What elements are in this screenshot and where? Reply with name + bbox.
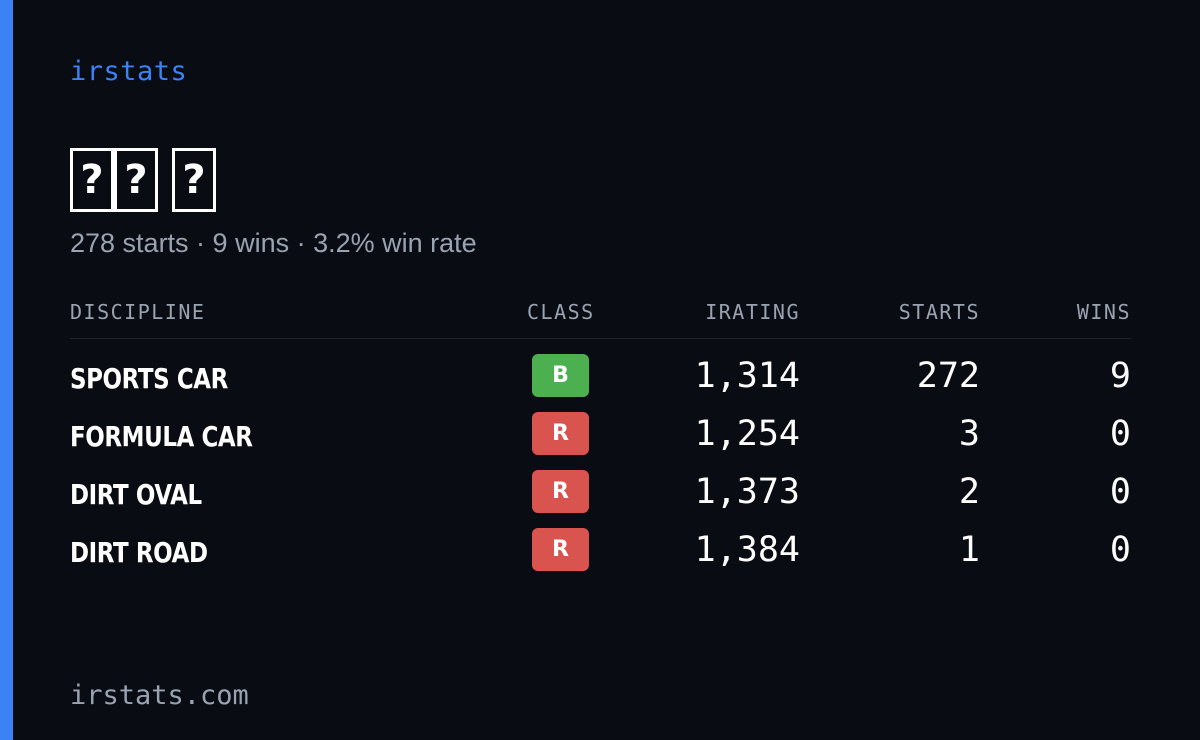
class-badge: R: [532, 470, 589, 513]
table-row: SPORTS CAR B 1,314 272 9: [70, 352, 1131, 410]
missing-glyph: ?: [70, 148, 114, 212]
irating-value: 1,373: [694, 472, 800, 512]
class-badge: B: [532, 354, 589, 397]
discipline-table: SPORTS CAR B 1,314 272 9 FORMULA CAR R 1…: [70, 352, 1131, 584]
starts-value: 272: [916, 356, 980, 396]
header-class: CLASS: [527, 300, 595, 324]
starts-value: 1: [958, 530, 980, 570]
missing-glyph: ?: [172, 148, 216, 212]
accent-bar: [0, 0, 13, 740]
table-row: DIRT OVAL R 1,373 2 0: [70, 468, 1131, 526]
site-link[interactable]: irstats.com: [70, 680, 249, 711]
discipline-name: DIRT OVAL: [70, 478, 202, 511]
driver-name-part: ?: [172, 148, 216, 212]
wins-value: 0: [1109, 530, 1131, 570]
header-irating: IRATING: [705, 300, 800, 324]
discipline-name: FORMULA CAR: [70, 420, 253, 453]
driver-name-part: ? ?: [70, 148, 158, 212]
missing-glyph: ?: [114, 148, 158, 212]
irating-value: 1,314: [694, 356, 800, 396]
header-discipline: DISCIPLINE: [70, 300, 206, 324]
wins-value: 0: [1109, 472, 1131, 512]
driver-summary: 278 starts · 9 wins · 3.2% win rate: [70, 228, 477, 258]
irating-value: 1,384: [694, 530, 800, 570]
wins-value: 0: [1109, 414, 1131, 454]
header-starts: STARTS: [898, 300, 980, 324]
starts-value: 3: [958, 414, 980, 454]
irating-value: 1,254: [694, 414, 800, 454]
header-wins: WINS: [1076, 300, 1131, 324]
brand-logo: irstats: [70, 56, 188, 87]
table-row: DIRT ROAD R 1,384 1 0: [70, 526, 1131, 584]
class-badge: R: [532, 528, 589, 571]
table-row: FORMULA CAR R 1,254 3 0: [70, 410, 1131, 468]
wins-value: 9: [1109, 356, 1131, 396]
table-header: DISCIPLINE CLASS IRATING STARTS WINS: [70, 298, 1131, 339]
discipline-name: DIRT ROAD: [70, 536, 208, 569]
driver-name: ? ? ?: [70, 148, 216, 214]
class-badge: R: [532, 412, 589, 455]
discipline-name: SPORTS CAR: [70, 362, 228, 395]
starts-value: 2: [958, 472, 980, 512]
